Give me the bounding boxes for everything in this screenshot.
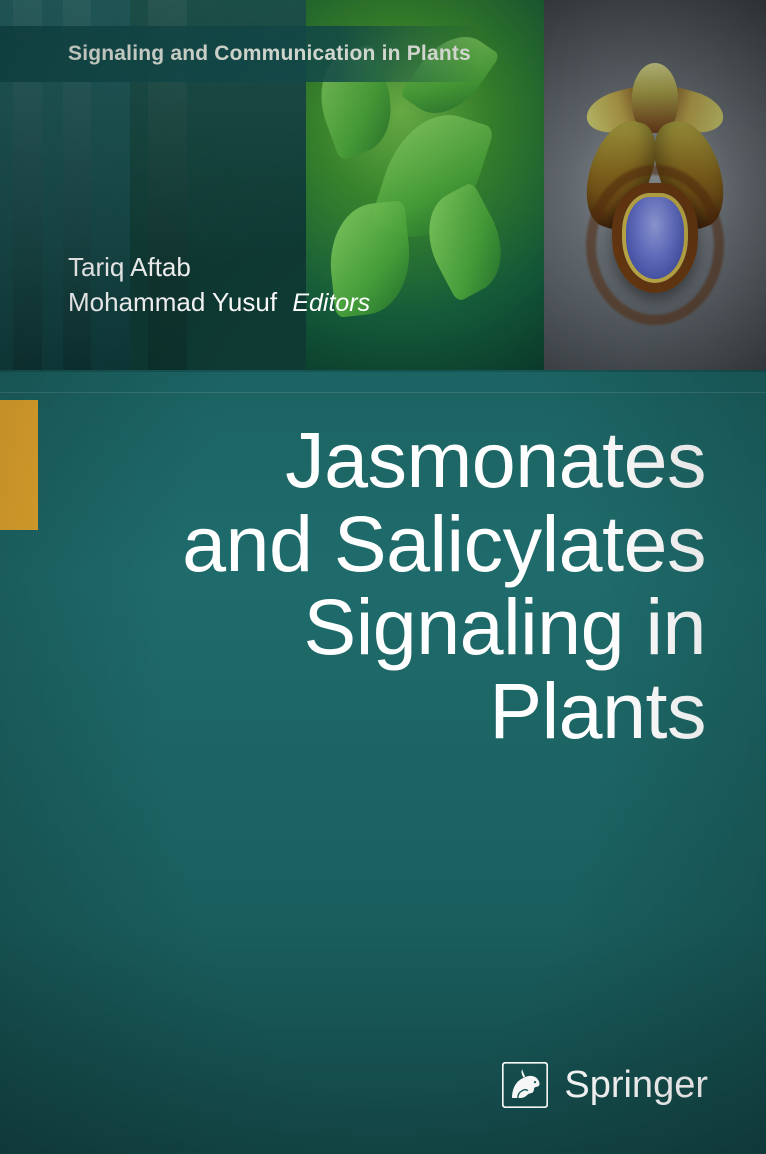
divider-thin (0, 392, 766, 393)
publisher-name: Springer (564, 1064, 708, 1107)
title-line-1: Jasmonates (285, 415, 706, 504)
title-line-3: Signaling in (304, 582, 706, 671)
editors-role-label: Editors (292, 289, 370, 317)
orchid-illustration (580, 63, 730, 293)
series-title: Signaling and Communication in Plants (68, 42, 471, 66)
book-cover: Signaling and Communication in Plants Ta… (0, 0, 766, 1154)
series-ribbon: Signaling and Communication in Plants (0, 26, 480, 82)
editor-name-1: Tariq Aftab (68, 250, 370, 285)
divider (0, 370, 766, 372)
accent-bar (0, 400, 38, 530)
editor-name-2-row: Mohammad Yusuf Editors (68, 285, 370, 321)
springer-horse-icon (502, 1062, 548, 1108)
title-line-2: and Salicylates (182, 499, 706, 588)
book-title: Jasmonates and Salicylates Signaling in … (80, 418, 706, 753)
title-line-4: Plants (489, 666, 706, 755)
photo-tile-orchid (544, 0, 766, 370)
editors-block: Tariq Aftab Mohammad Yusuf Editors (68, 250, 370, 321)
editor-name-2: Mohammad Yusuf (68, 287, 277, 317)
publisher-block: Springer (502, 1062, 708, 1108)
